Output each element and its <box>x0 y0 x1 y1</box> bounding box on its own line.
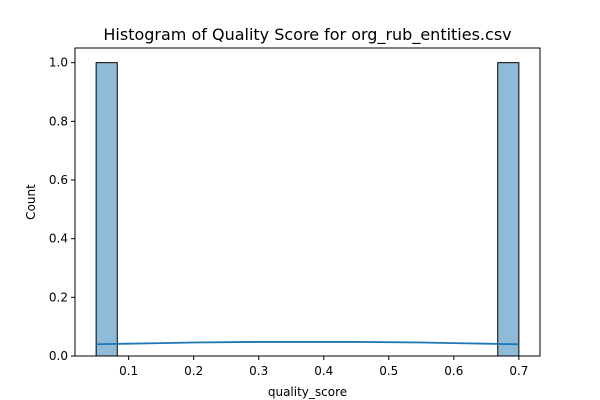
x-axis: 0.1 0.2 0.3 0.4 0.5 0.6 0.7 <box>119 356 528 378</box>
x-tick-label: 0.2 <box>184 364 203 378</box>
kde-layer <box>96 341 519 346</box>
y-tick-label: 0.0 <box>49 349 68 363</box>
y-tick-label: 0.4 <box>49 232 68 246</box>
x-tick-label: 0.1 <box>119 364 138 378</box>
x-axis-label: quality_score <box>268 385 347 399</box>
x-tick-label: 0.6 <box>444 364 463 378</box>
kde-line <box>96 341 519 346</box>
y-tick-label: 1.0 <box>49 56 68 70</box>
axes-frame <box>74 47 541 357</box>
bars-layer <box>95 62 520 357</box>
histogram-bar-1 <box>95 62 118 357</box>
x-tick-label: 0.4 <box>314 364 333 378</box>
x-tick-label: 0.7 <box>509 364 528 378</box>
x-tick-label: 0.5 <box>379 364 398 378</box>
chart-title: Histogram of Quality Score for org_rub_e… <box>103 25 511 45</box>
y-axis: 0.0 0.2 0.4 0.6 0.8 1.0 <box>49 56 75 363</box>
y-tick-label: 0.6 <box>49 173 68 187</box>
x-tick-label: 0.3 <box>249 364 268 378</box>
y-axis-label: Count <box>24 184 38 220</box>
y-tick-label: 0.2 <box>49 290 68 304</box>
histogram-bar-2 <box>497 62 520 357</box>
y-tick-label: 0.8 <box>49 114 68 128</box>
